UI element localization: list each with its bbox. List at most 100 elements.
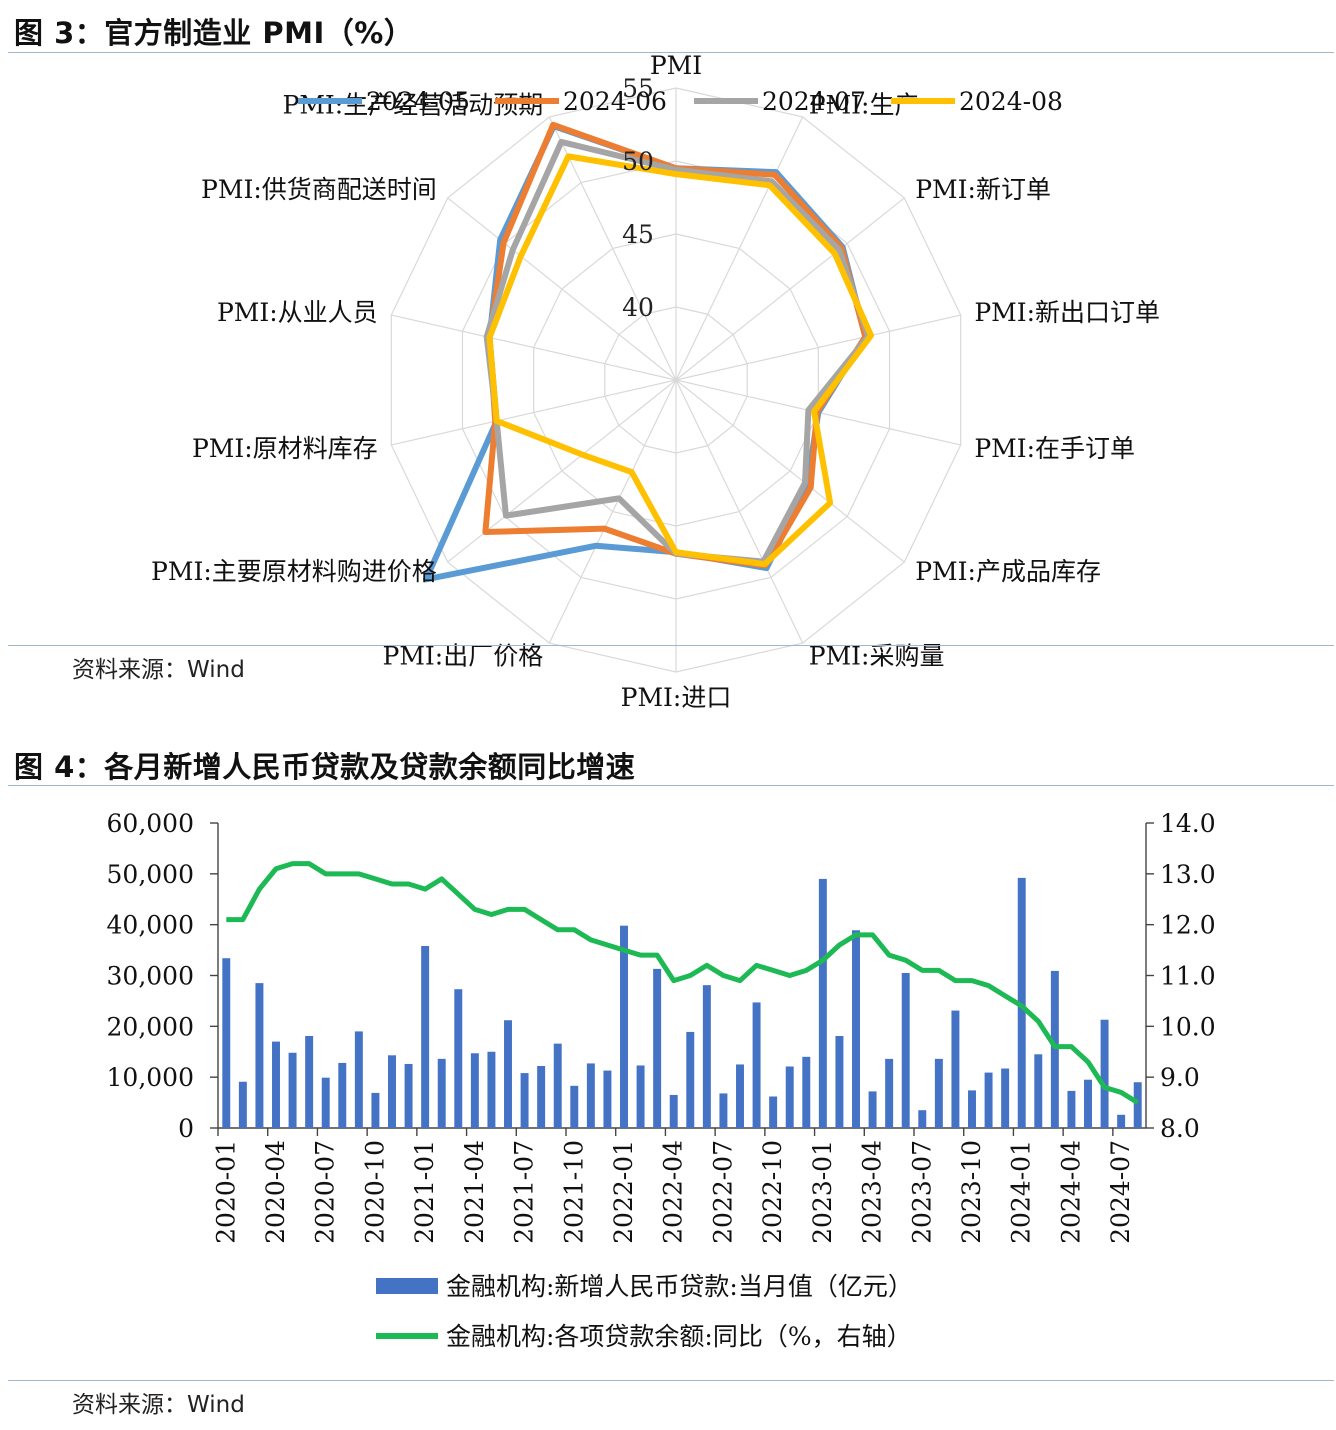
bar-2020-12	[404, 1063, 413, 1128]
radar-category-label: PMI:进口	[621, 683, 732, 712]
bar-2024-02	[1034, 1054, 1043, 1128]
bar-2023-09	[951, 1010, 960, 1128]
figure4-title: 图 4：各月新增人民币贷款及贷款余额同比增速	[14, 750, 636, 784]
right-tick-label: 13.0	[1160, 860, 1216, 889]
right-tick-label: 14.0	[1160, 809, 1216, 838]
bar-2021-03	[454, 989, 463, 1128]
bar-2023-06	[901, 972, 910, 1128]
bar-2023-04	[868, 1091, 877, 1128]
x-tick-label: 2023-07	[907, 1140, 936, 1244]
bar-2020-06	[305, 1035, 314, 1128]
bar-2022-09	[752, 1002, 761, 1128]
left-tick-label: 20,000	[107, 1012, 194, 1041]
bar-2022-05	[686, 1031, 695, 1128]
bar-2024-03	[1050, 970, 1059, 1128]
bar-2023-01	[818, 878, 827, 1128]
radar-series-2024-08	[486, 153, 875, 568]
bar-2022-01	[620, 925, 628, 1128]
x-tick-label: 2022-10	[758, 1140, 787, 1244]
bar-2021-07	[520, 1073, 529, 1128]
radar-category-label: PMI:生产	[809, 90, 920, 119]
x-tick-label: 2022-04	[659, 1140, 688, 1244]
bar-2021-11	[586, 1063, 595, 1128]
radar-spoke	[447, 379, 677, 563]
x-tick-label: 2022-01	[609, 1140, 638, 1244]
bar-2020-09	[354, 1031, 363, 1128]
left-tick-label: 40,000	[107, 911, 194, 940]
bar-2022-10	[769, 1096, 778, 1128]
radar-tick-label: 55	[622, 74, 654, 103]
legend-label-bar: 金融机构:新增人民币贷款:当月值（亿元）	[446, 1272, 913, 1301]
bar-2024-05	[1084, 1079, 1092, 1128]
figure3-source: 资料来源：Wind	[72, 657, 245, 683]
radar-category-label: PMI:在手订单	[974, 434, 1135, 463]
radar-category-label: PMI:新出口订单	[974, 298, 1160, 327]
legend-label-2024-05: 2024-05	[366, 87, 470, 116]
radar-spoke	[675, 379, 804, 644]
radar-category-label: PMI	[650, 51, 702, 80]
figure4-top-rule	[8, 785, 1334, 786]
bar-2021-05	[487, 1051, 496, 1128]
radar-tick-label: 40	[622, 293, 654, 322]
x-tick-label: 2023-01	[808, 1140, 837, 1244]
bar-2024-07	[1117, 1114, 1126, 1128]
radar-category-label: PMI:主要原材料购进价格	[151, 557, 437, 586]
right-tick-label: 11.0	[1160, 962, 1216, 991]
bar-2022-02	[636, 1065, 645, 1128]
figure3-top-rule	[8, 52, 1334, 53]
bar-2020-10	[371, 1092, 380, 1128]
bar-2021-10	[570, 1085, 579, 1128]
bar-line-chart: 0 10,000 20,000 30,000 40,000 50,000 60,000 8.0…	[107, 809, 1216, 1351]
x-tick-label: 2024-01	[1007, 1140, 1036, 1244]
radar-spoke	[675, 197, 905, 381]
radar-category-label: PMI:产成品库存	[915, 557, 1101, 586]
bar-2023-07	[918, 1110, 927, 1128]
bar-2024-08	[1133, 1082, 1142, 1128]
right-tick-label: 9.0	[1160, 1063, 1200, 1092]
bar-2021-04	[470, 1053, 479, 1128]
left-tick-label: 0	[178, 1114, 194, 1143]
bar-2020-08	[338, 1062, 347, 1128]
x-tick-label: 2023-04	[858, 1140, 887, 1244]
right-tick-label: 12.0	[1160, 911, 1216, 940]
bar-2021-08	[537, 1065, 546, 1128]
bar-2021-02	[437, 1058, 446, 1128]
radar-category-label: PMI:出厂价格	[383, 642, 544, 671]
bar-2020-01	[222, 958, 231, 1128]
right-tick-label: 10.0	[1160, 1012, 1216, 1041]
bar-2022-11	[785, 1066, 794, 1128]
bar-2021-12	[603, 1070, 612, 1128]
figure4-bottom-rule	[8, 1380, 1334, 1381]
bar-2023-08	[934, 1058, 943, 1128]
bar-2020-03	[255, 983, 264, 1128]
bar-2023-05	[885, 1058, 894, 1128]
bar-2020-04	[272, 1041, 280, 1128]
right-tick-label: 8.0	[1160, 1114, 1200, 1143]
radar-spoke	[447, 197, 677, 381]
bar-2023-02	[835, 1035, 844, 1128]
x-tick-label: 2020-07	[311, 1140, 340, 1244]
bar-2023-10	[968, 1090, 976, 1128]
radar-category-label: PMI:新订单	[915, 175, 1051, 204]
legend-label-2024-06: 2024-06	[563, 87, 667, 116]
bar-2021-09	[553, 1043, 562, 1128]
figure3-title: 图 3：官方制造业 PMI（%）	[14, 16, 414, 50]
legend-label-2024-08: 2024-08	[959, 87, 1063, 116]
radar-spoke	[548, 116, 677, 381]
left-tick-label: 30,000	[107, 962, 194, 991]
radar-spoke	[391, 379, 677, 446]
bar-2021-01	[421, 946, 430, 1128]
radar-spoke	[675, 379, 905, 563]
bar-2024-01	[1017, 877, 1026, 1128]
bar-2024-06	[1100, 1019, 1109, 1128]
line-loan-balance-yoy	[226, 861, 1140, 1105]
x-tick-label: 2021-07	[510, 1140, 539, 1244]
radar-category-label: PMI:采购量	[809, 642, 945, 671]
radar-spoke	[548, 379, 677, 644]
bar-2020-07	[321, 1077, 330, 1128]
bar-2023-11	[984, 1072, 993, 1128]
bar-2022-04	[669, 1094, 678, 1128]
bar-2022-06	[702, 985, 711, 1128]
x-tick-label: 2020-01	[211, 1140, 240, 1244]
